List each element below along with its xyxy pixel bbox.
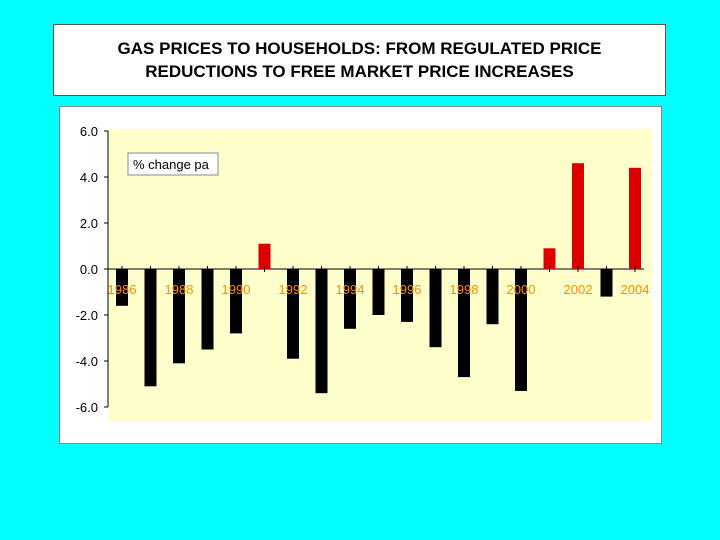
bar-2000	[515, 269, 527, 391]
x-tick-label-1994: 1994	[336, 282, 365, 297]
y-tick-label: 0.0	[80, 262, 98, 277]
bar-1995	[372, 269, 385, 315]
x-tick-label-2004: 2004	[621, 282, 650, 297]
bar-1992	[287, 269, 299, 359]
bar-1999	[486, 269, 499, 325]
x-tick-label-1988: 1988	[165, 282, 194, 297]
legend-label: % change pa	[133, 157, 210, 172]
bar-1990	[230, 269, 242, 334]
x-tick-label-1998: 1998	[450, 282, 479, 297]
y-tick-label: 4.0	[80, 170, 98, 185]
bar-1994	[344, 269, 356, 329]
chart-frame: 6.0 4.0 2.0 0.0 -2.0 -4.0 -6.0 1986 1988 1990 1992…	[59, 106, 662, 444]
bar-2003	[600, 269, 613, 297]
x-tick-label-1992: 1992	[279, 282, 308, 297]
bar-1986	[116, 269, 128, 306]
bar-2004	[629, 167, 641, 269]
chart-title-line-2: REDUCTIONS TO FREE MARKET PRICE INCREASE…	[145, 62, 574, 81]
bar-2001	[543, 248, 556, 269]
bar-1988	[173, 269, 185, 364]
bar-chart: 6.0 4.0 2.0 0.0 -2.0 -4.0 -6.0 1986 1988 1990 1992…	[76, 124, 652, 421]
x-tick-label-1986: 1986	[108, 282, 137, 297]
x-tick-label-2002: 2002	[564, 282, 593, 297]
chart-title-box: GAS PRICES TO HOUSEHOLDS: FROM REGULATED…	[53, 24, 666, 96]
x-tick-label-2000: 2000	[507, 282, 536, 297]
bar-1991	[258, 243, 271, 269]
chart-title-line-1: GAS PRICES TO HOUSEHOLDS: FROM REGULATED…	[117, 39, 602, 58]
bar-1989	[201, 269, 214, 350]
legend-box	[127, 152, 219, 176]
x-tick-label-1996: 1996	[393, 282, 422, 297]
y-tick-label: 6.0	[80, 124, 98, 139]
bar-1993	[315, 269, 328, 394]
bar-1987	[144, 269, 157, 387]
bar-1997	[429, 269, 442, 348]
bar-1998	[458, 269, 470, 378]
bar-1996	[401, 269, 413, 322]
y-tick-label: -2.0	[76, 308, 98, 323]
y-tick-label: -4.0	[76, 354, 98, 369]
bar-2002	[572, 163, 584, 269]
x-tick-label-1990: 1990	[222, 282, 251, 297]
y-tick-label: 2.0	[80, 216, 98, 231]
y-tick-label: -6.0	[76, 400, 98, 415]
